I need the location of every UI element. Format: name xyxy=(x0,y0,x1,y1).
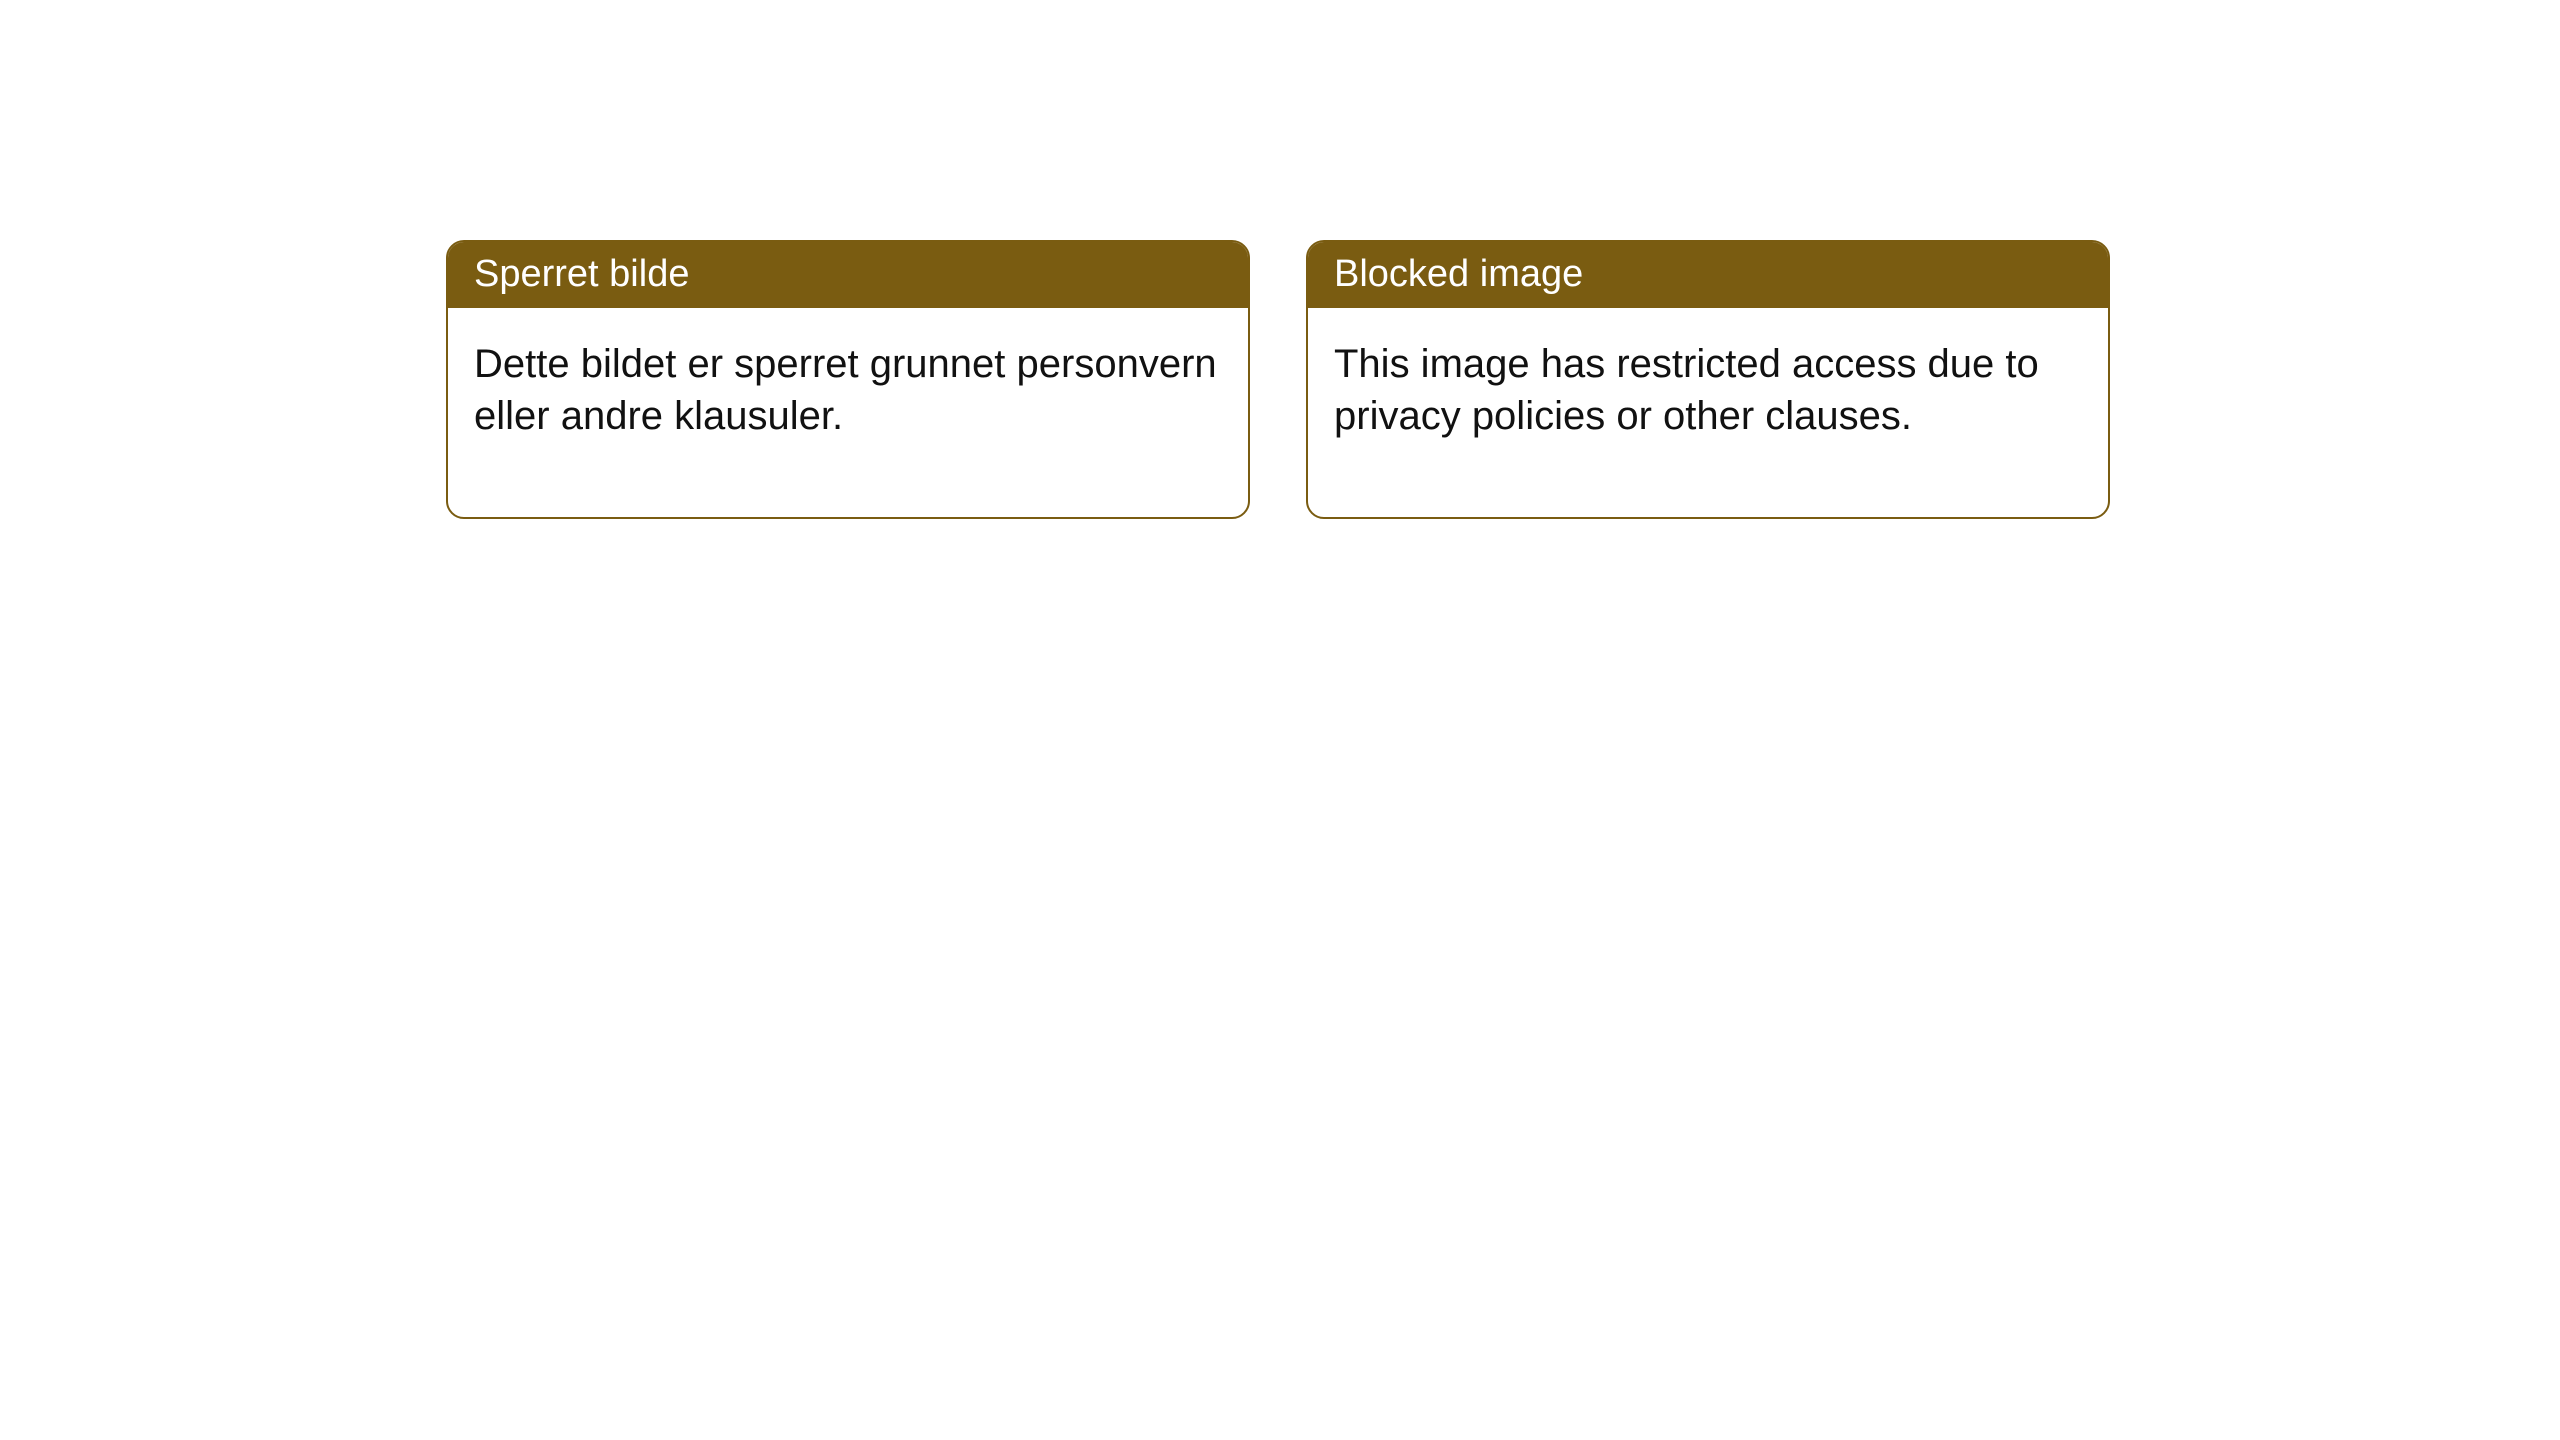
notice-body-text-en: This image has restricted access due to … xyxy=(1334,342,2039,439)
notice-card-header-en: Blocked image xyxy=(1308,242,2108,308)
notice-title-no: Sperret bilde xyxy=(474,253,689,295)
notice-title-en: Blocked image xyxy=(1334,253,1583,295)
notice-container: Sperret bilde Dette bildet er sperret gr… xyxy=(0,0,2560,519)
notice-card-header-no: Sperret bilde xyxy=(448,242,1248,308)
notice-card-en: Blocked image This image has restricted … xyxy=(1306,240,2110,519)
notice-body-text-no: Dette bildet er sperret grunnet personve… xyxy=(474,342,1217,439)
notice-card-body-no: Dette bildet er sperret grunnet personve… xyxy=(448,308,1248,518)
notice-card-body-en: This image has restricted access due to … xyxy=(1308,308,2108,518)
notice-card-no: Sperret bilde Dette bildet er sperret gr… xyxy=(446,240,1250,519)
